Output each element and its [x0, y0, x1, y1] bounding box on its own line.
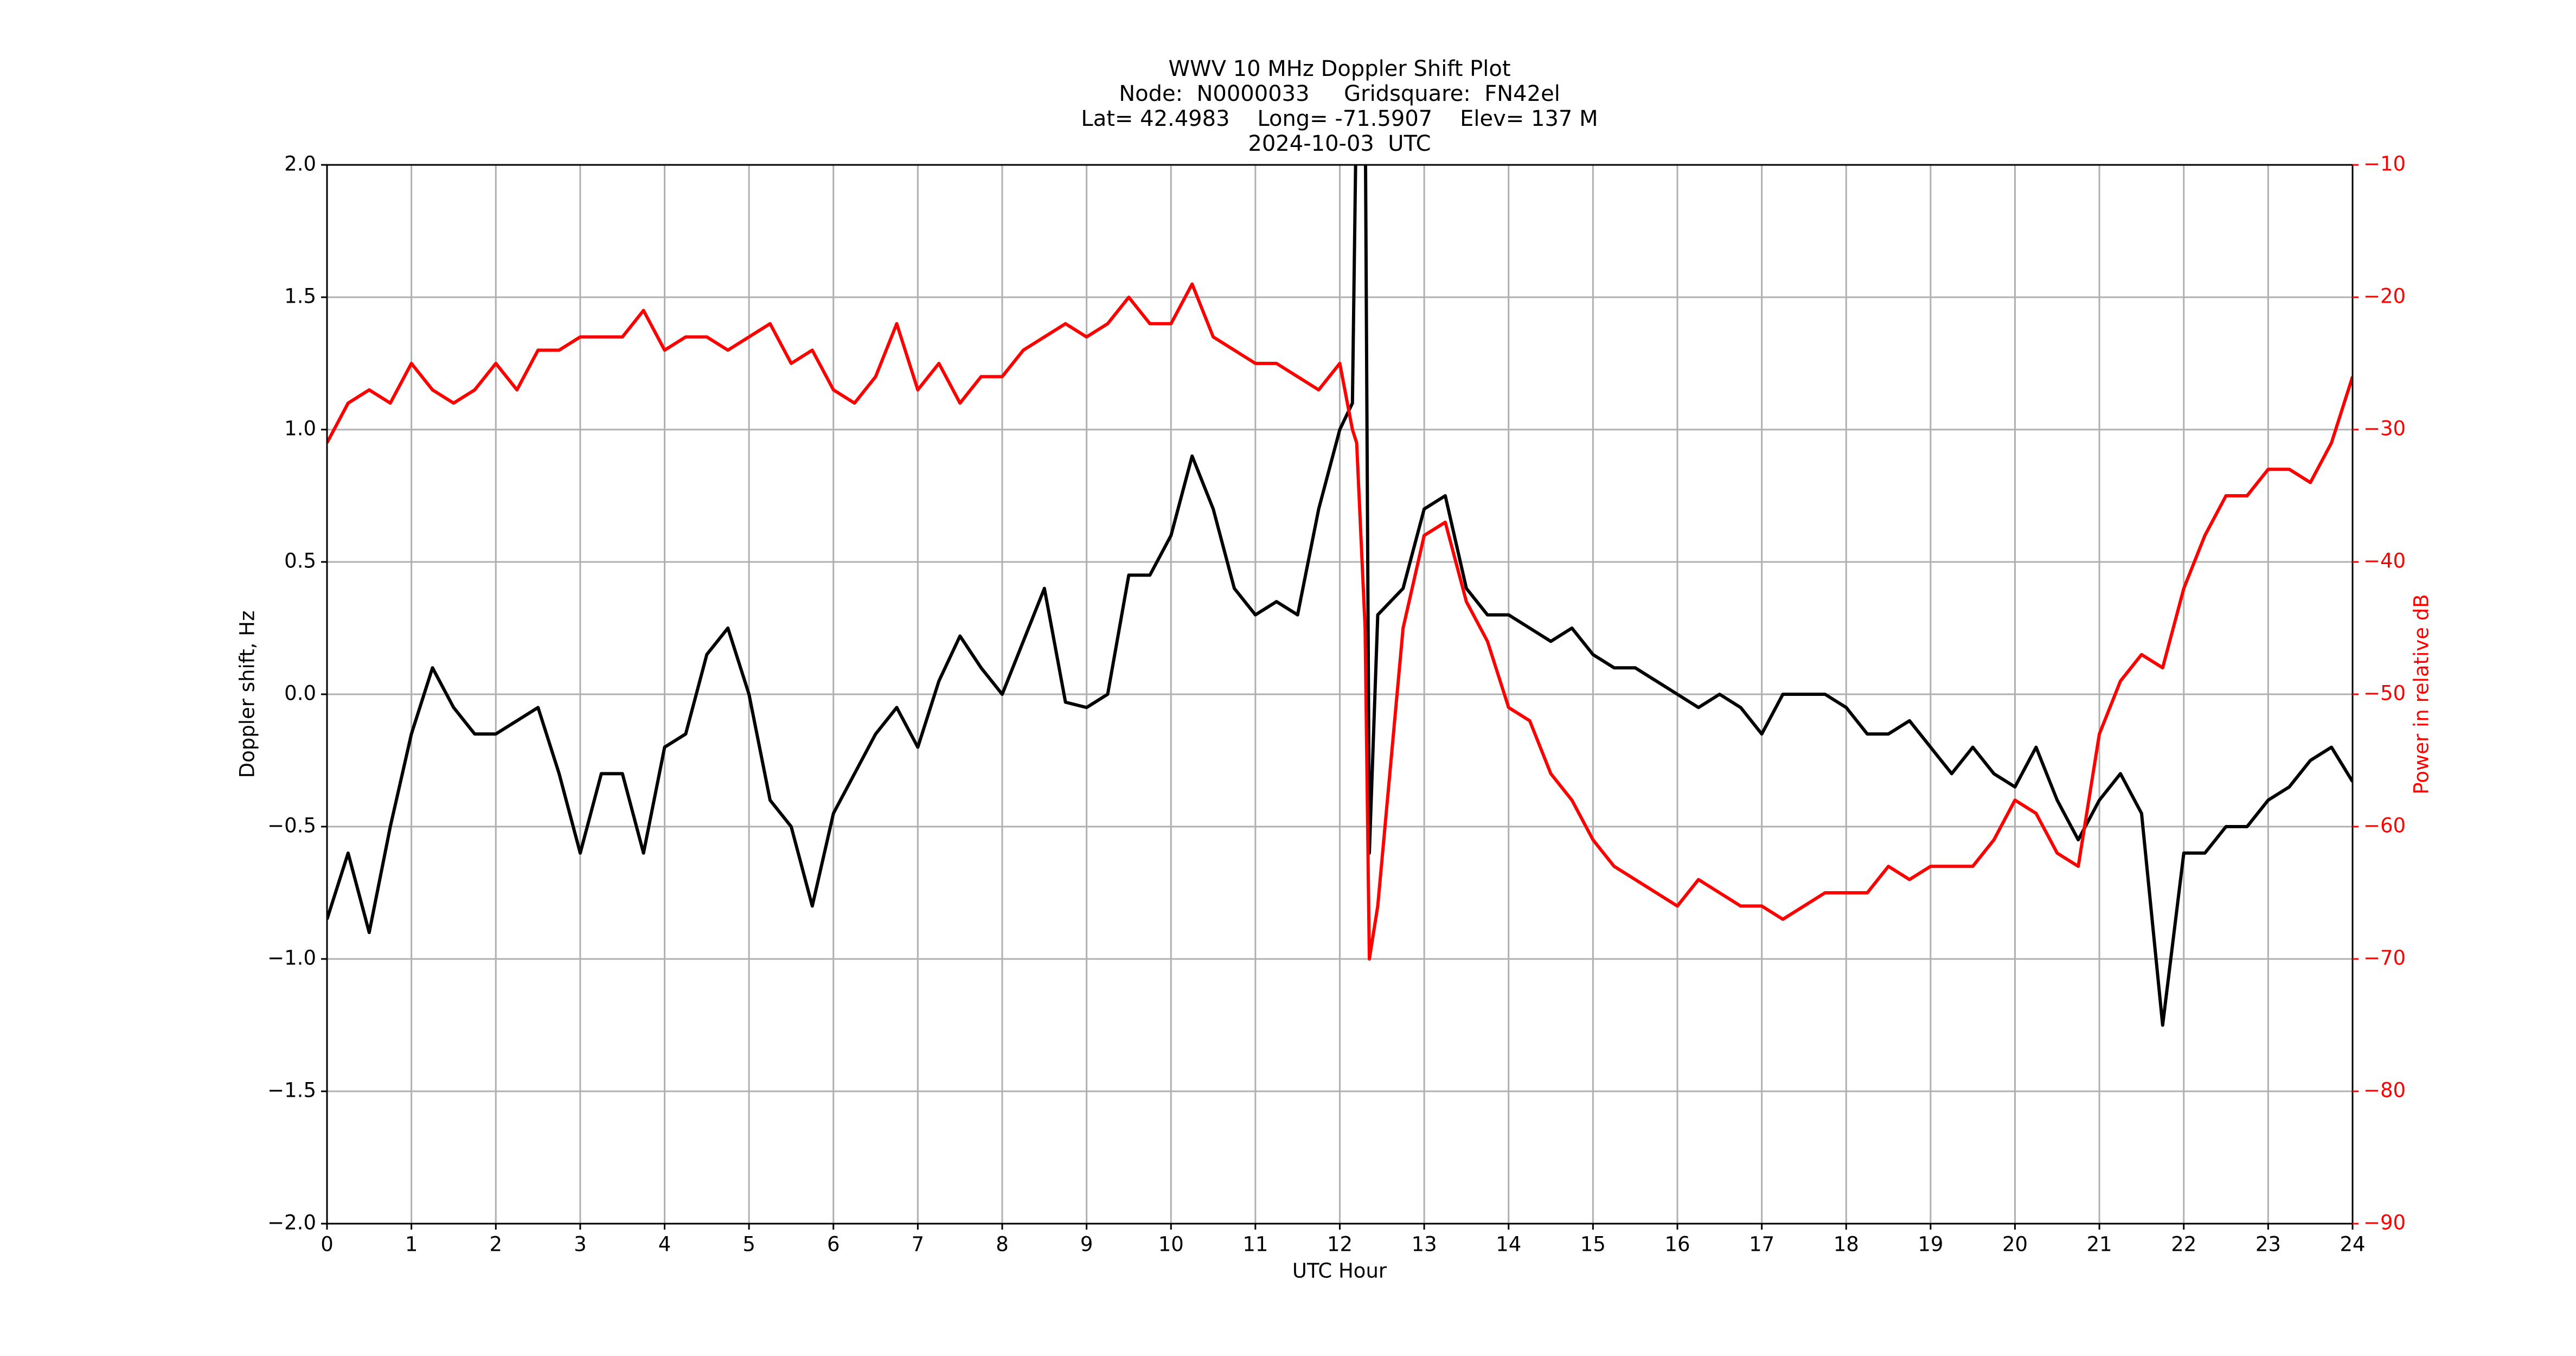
x-tick-label: 1	[405, 1233, 418, 1256]
x-tick-label: 16	[1664, 1233, 1690, 1256]
x-tick-label: 6	[827, 1233, 840, 1256]
x-axis-label: UTC Hour	[1292, 1259, 1387, 1283]
x-tick-label: 11	[1242, 1233, 1268, 1256]
x-tick-label: 22	[2171, 1233, 2196, 1256]
y-axis-label: Doppler shift, Hz	[236, 611, 259, 778]
y-tick-label: 1.0	[284, 417, 316, 440]
y2-tick-label: −60	[2363, 814, 2406, 837]
data-line	[327, 165, 2353, 1027]
y2-tick-label: −40	[2363, 549, 2406, 573]
y-tick-label: −1.0	[267, 946, 316, 970]
x-tick-label: 24	[2340, 1233, 2365, 1256]
x-tick-label: 7	[912, 1233, 925, 1256]
x-tick-label: 2	[489, 1233, 502, 1256]
x-tick-label: 12	[1327, 1233, 1353, 1256]
y2-tick-label: −20	[2363, 285, 2406, 308]
x-tick-label: 15	[1580, 1233, 1606, 1256]
y-tick-label: 2.0	[284, 152, 316, 176]
x-tick-label: 13	[1412, 1233, 1437, 1256]
x-tick-label: 23	[2255, 1233, 2281, 1256]
chart-subtitle: Node: N0000033 Gridsquare: FN42el	[1119, 81, 1560, 106]
y2-tick-label: −30	[2363, 417, 2406, 440]
x-tick-label: 0	[321, 1233, 334, 1256]
y2-tick-label: −10	[2363, 152, 2406, 176]
data-line	[327, 282, 2353, 961]
x-tick-label: 3	[574, 1233, 587, 1256]
chart-subtitle: 2024-10-03 UTC	[1248, 131, 1431, 156]
x-tick-label: 10	[1158, 1233, 1184, 1256]
y2-tick-label: −70	[2363, 946, 2406, 970]
x-tick-label: 14	[1496, 1233, 1521, 1256]
y2-axis-label: Power in relative dB	[2410, 594, 2433, 794]
x-tick-label: 19	[1918, 1233, 1943, 1256]
x-tick-label: 21	[2087, 1233, 2112, 1256]
y-tick-label: 0.0	[284, 682, 316, 705]
y-tick-label: −2.0	[267, 1211, 316, 1235]
y-tick-label: −0.5	[267, 814, 316, 837]
x-tick-label: 9	[1080, 1233, 1093, 1256]
chart-title: WWV 10 MHz Doppler Shift Plot	[1168, 56, 1510, 81]
y2-tick-label: −50	[2363, 682, 2406, 705]
x-tick-label: 17	[1749, 1233, 1774, 1256]
y-tick-label: 0.5	[284, 549, 316, 573]
x-tick-label: 4	[658, 1233, 671, 1256]
x-tick-label: 20	[2002, 1233, 2028, 1256]
chart-subtitle: Lat= 42.4983 Long= -71.5907 Elev= 137 M	[1081, 106, 1598, 131]
y2-tick-label: −80	[2363, 1079, 2406, 1102]
y2-tick-label: −90	[2363, 1211, 2406, 1235]
x-tick-label: 18	[1834, 1233, 1859, 1256]
y-tick-label: −1.5	[267, 1079, 316, 1102]
y-tick-label: 1.5	[284, 285, 316, 308]
x-tick-label: 8	[996, 1233, 1009, 1256]
x-tick-label: 5	[742, 1233, 755, 1256]
